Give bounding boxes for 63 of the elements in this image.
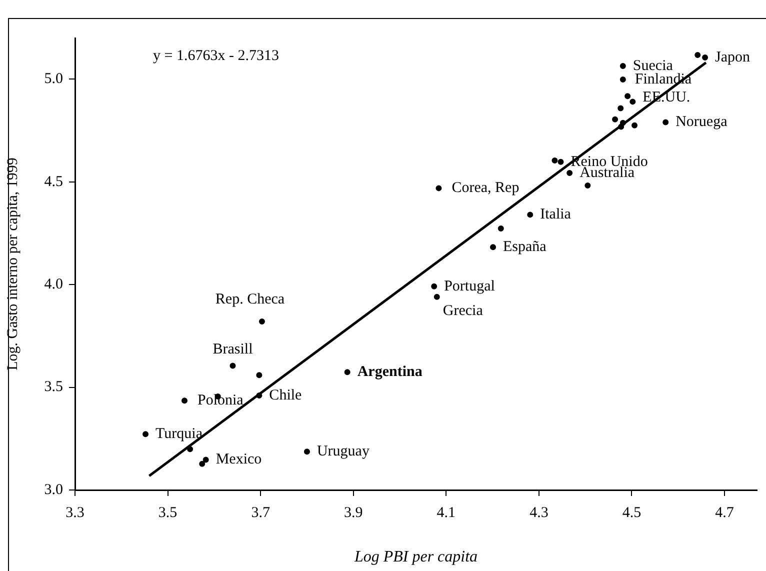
point [552, 157, 558, 164]
x-tick-label: 3.7 [251, 504, 270, 521]
annotation: y = 1.6763x - 2.7313 [153, 48, 279, 64]
x-tick-label: 3.3 [66, 504, 84, 521]
point [620, 76, 626, 82]
point [618, 124, 624, 130]
point [258, 318, 265, 325]
point [344, 369, 350, 376]
annotation: Rep. Checa [215, 291, 285, 308]
annotation: Chile [269, 387, 302, 404]
point [632, 122, 638, 128]
point [618, 105, 624, 112]
annotation: Suecia [632, 58, 674, 74]
y-tick-label: 5.0 [44, 71, 63, 88]
annotation: Brasill [212, 342, 253, 358]
point [624, 93, 631, 100]
point [230, 362, 236, 369]
annotation: Polonia [197, 392, 244, 409]
x-tick-label: 4.5 [622, 504, 642, 521]
point [498, 225, 504, 232]
annotation: Mexico [216, 452, 262, 468]
point [566, 170, 573, 176]
annotation: Portugal [444, 278, 495, 294]
point [187, 446, 194, 452]
annotation: Uruguay [316, 444, 370, 460]
y-tick-label: 4.5 [44, 174, 63, 190]
x-tick-label: 3.9 [344, 504, 363, 521]
point [662, 119, 669, 126]
x-tick-label: 3.5 [158, 504, 178, 521]
annotation: Japon [715, 49, 751, 66]
annotation: Corea, Rep [452, 180, 520, 196]
y-tick-label: 3.0 [44, 482, 63, 498]
annotation: España [503, 239, 547, 256]
annotation: Italia [540, 206, 572, 223]
point [434, 294, 440, 300]
point [431, 283, 438, 290]
y-tick-label: 3.5 [44, 379, 63, 396]
annotation: Noruega [676, 114, 728, 130]
point [304, 448, 310, 455]
point [630, 98, 636, 105]
x-tick-label: 4.7 [715, 504, 734, 521]
point [558, 158, 564, 165]
y-tick-label: 4.0 [44, 276, 63, 292]
point [694, 52, 701, 58]
x-tick-label: 4.1 [436, 504, 456, 521]
point [490, 244, 496, 250]
point [436, 185, 442, 192]
point [620, 62, 626, 69]
point [256, 392, 262, 398]
point [527, 212, 534, 218]
x-tick-label: 4.3 [530, 504, 548, 521]
point [702, 54, 708, 61]
point [142, 431, 149, 438]
point [199, 460, 206, 467]
annotation: Argentina [357, 364, 423, 380]
annotation: Grecia [442, 302, 484, 319]
point [181, 398, 188, 404]
x-axis-title: Log PBI per capita [353, 548, 478, 566]
point [256, 372, 262, 378]
point [202, 456, 209, 463]
point [612, 116, 618, 122]
annotation: Turquia [156, 426, 203, 442]
point [584, 182, 591, 189]
